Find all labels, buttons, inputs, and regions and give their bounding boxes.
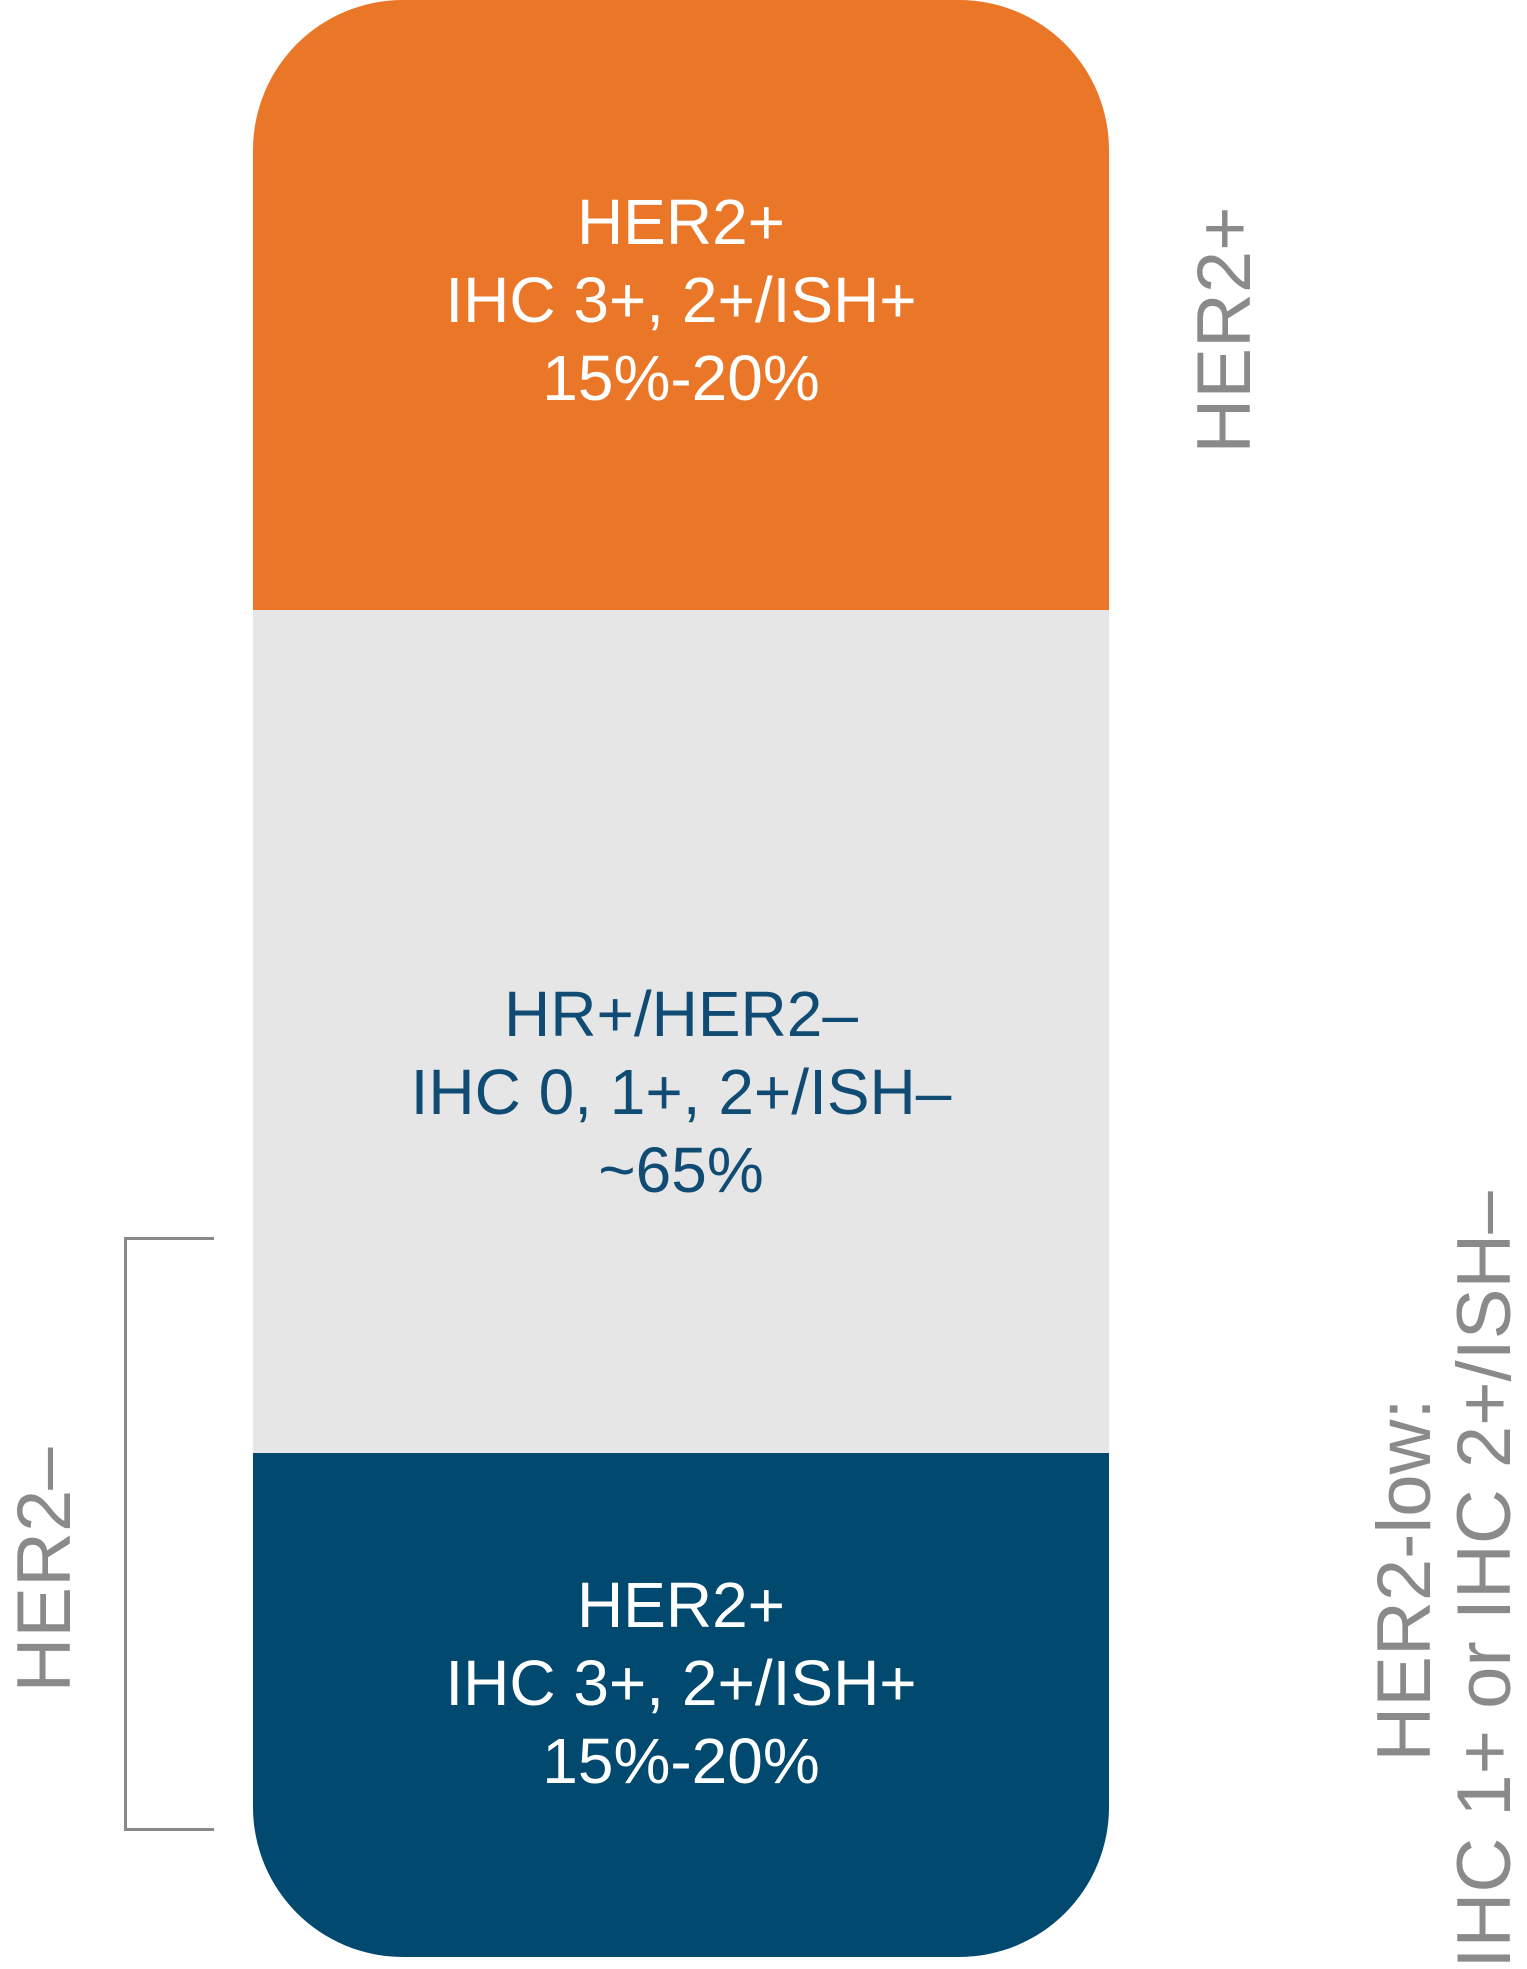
segment-her2-positive-bottom: HER2+ IHC 3+, 2+/ISH+ 15%-20% bbox=[253, 1453, 1109, 1957]
segment-title: HER2+ bbox=[576, 1568, 786, 1641]
segment-title: HR+/HER2– bbox=[504, 977, 858, 1050]
her2-negative-bracket bbox=[124, 1237, 214, 1831]
segment-hr-positive-her2-negative: HR+/HER2– IHC 0, 1+, 2+/ISH– ~65% bbox=[253, 610, 1109, 1453]
her2-low-side-label: HER2-low: IHC 1+ or IHC 2+/ISH– bbox=[1362, 1191, 1527, 1969]
stacked-bar: HER2+ IHC 3+, 2+/ISH+ 15%-20% HR+/HER2– … bbox=[253, 0, 1109, 1957]
segment-criteria: IHC 3+, 2+/ISH+ bbox=[445, 1646, 917, 1719]
segment-criteria: IHC 0, 1+, 2+/ISH– bbox=[410, 1055, 952, 1128]
segment-title: HER2+ bbox=[576, 186, 786, 258]
segment-percent: 15%-20% bbox=[542, 342, 820, 414]
her2-low-criteria: IHC 1+ or IHC 2+/ISH– bbox=[1442, 1191, 1527, 1969]
her2-negative-side-label: HER2– bbox=[2, 1447, 87, 1693]
segment-her2-positive-top: HER2+ IHC 3+, 2+/ISH+ 15%-20% bbox=[253, 0, 1109, 610]
segment-percent: 15%-20% bbox=[542, 1724, 820, 1797]
her2-low-title: HER2-low: bbox=[1362, 1398, 1447, 1762]
her2-positive-side-label: HER2+ bbox=[1182, 206, 1267, 454]
segment-percent: ~65% bbox=[598, 1133, 764, 1206]
segment-text: HR+/HER2– IHC 0, 1+, 2+/ISH– ~65% bbox=[411, 975, 952, 1209]
segment-criteria: IHC 3+, 2+/ISH+ bbox=[445, 264, 917, 336]
segment-text: HER2+ IHC 3+, 2+/ISH+ 15%-20% bbox=[445, 183, 916, 417]
segment-text: HER2+ IHC 3+, 2+/ISH+ 15%-20% bbox=[445, 1566, 916, 1800]
